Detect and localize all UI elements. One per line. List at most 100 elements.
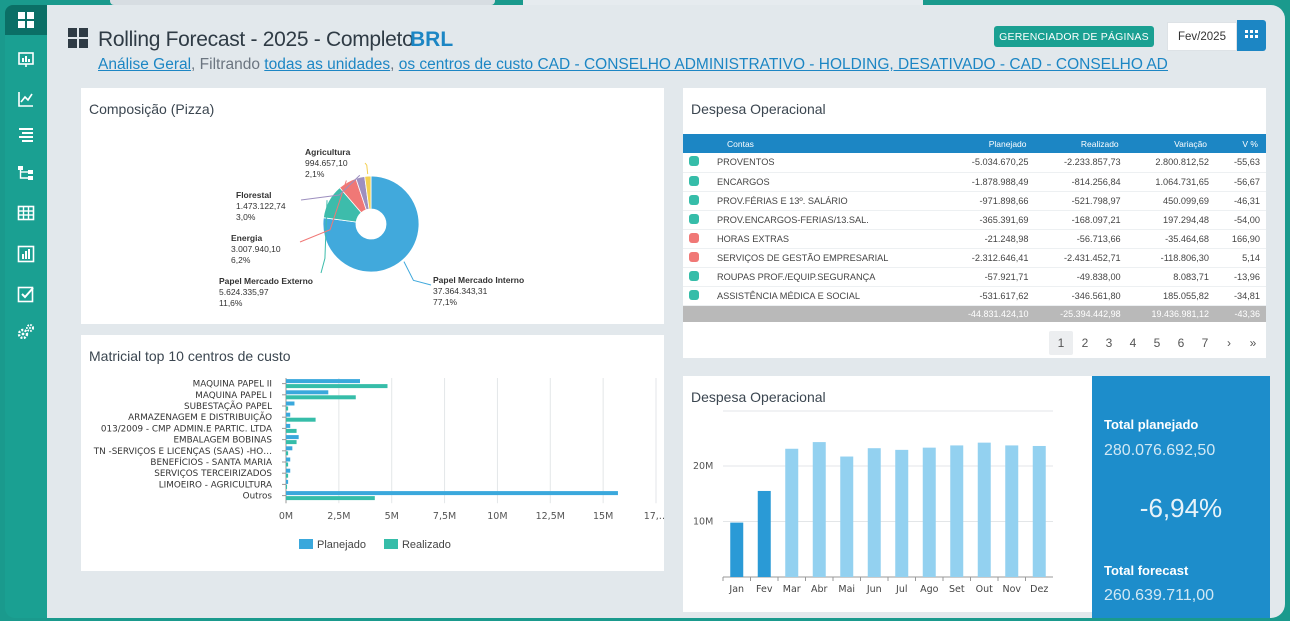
row-variation: -118.806,30 — [1160, 252, 1210, 263]
page-4[interactable]: 4 — [1129, 336, 1137, 350]
page-1[interactable]: 1 — [1049, 331, 1073, 355]
col-planejado[interactable]: Planejado — [988, 138, 1027, 149]
pie-label-papel-interno: Papel Mercado Interno 37.364.343,31 77,1% — [433, 275, 525, 307]
row-color-dot — [683, 191, 717, 210]
next-page-button[interactable]: › — [1227, 336, 1231, 350]
legend-actual[interactable]: Realizado — [383, 539, 451, 551]
period-selector[interactable]: Fev/2025 — [1167, 22, 1237, 51]
pie-leader-line — [403, 261, 432, 286]
row-variation: 185.055,82 — [1163, 290, 1210, 301]
category-label: ARMAZENAGEM E DISTRIBUIÇÃO — [128, 412, 272, 423]
page-2[interactable]: 2 — [1081, 336, 1089, 350]
pie-chart-panel: Composição (Pizza) Agricultura 994.657,10… — [81, 88, 664, 324]
line-chart-icon — [18, 92, 33, 107]
expense-column-title: Despesa Operacional — [691, 389, 826, 405]
page-manager-button[interactable]: GERENCIADOR DE PÁGINAS — [994, 26, 1154, 47]
status-dot — [689, 232, 699, 243]
total-forecast-label: Total forecast — [1104, 563, 1189, 578]
main-content: Rolling Forecast - 2025 - Completo BRL A… — [47, 5, 1285, 618]
status-dot — [689, 213, 699, 224]
pie-label-florestal: Florestal 1.473.122,74 3,0% — [236, 190, 286, 222]
col-contas[interactable]: Contas — [727, 138, 754, 149]
row-variation: -35.464,68 — [1165, 233, 1210, 244]
row-account: PROV.FÉRIAS E 13º. SALÁRIO — [717, 195, 848, 206]
bar-actual — [286, 440, 297, 445]
row-actual: -168.097,21 — [1071, 214, 1121, 225]
row-account: PROVENTOS — [717, 157, 775, 168]
bar-planned — [286, 446, 293, 451]
matrix-legend: Planejado Realizado — [299, 539, 451, 551]
bar-planned — [286, 491, 618, 496]
sidebar-item-table[interactable] — [5, 198, 47, 228]
month-label: Jan — [728, 584, 744, 595]
table-row[interactable]: ROUPAS PROF./EQUIP.SEGURANÇA -57.921,71 -4… — [683, 267, 1266, 286]
x-tick-label: 5M — [385, 511, 399, 522]
col-realizado[interactable]: Realizado — [1080, 138, 1119, 149]
pie-leader-line — [364, 162, 369, 175]
table-row[interactable]: SERVIÇOS DE GESTÃO EMPRESARIAL -2.312.646… — [683, 248, 1266, 267]
col-vpct[interactable]: V % — [1242, 138, 1258, 149]
bar-planned — [286, 468, 291, 473]
bar-planned — [286, 479, 289, 484]
col-variacao[interactable]: Variação — [1174, 138, 1208, 149]
page-7[interactable]: 7 — [1201, 336, 1209, 350]
row-actual: -56.713,66 — [1076, 233, 1121, 244]
table-row[interactable]: ASSISTÊNCIA MÉDICA E SOCIAL -531.617,62 -3… — [683, 286, 1266, 305]
tab-strip-left[interactable] — [110, 0, 495, 5]
sidebar-item-bar-report[interactable] — [5, 239, 47, 269]
pie-label-papel-externo: Papel Mercado Externo 5.624.335,97 11,6% — [219, 276, 314, 308]
row-color-dot — [683, 172, 717, 191]
last-page-button[interactable]: » — [1249, 336, 1257, 350]
pie-title: Composição (Pizza) — [89, 101, 215, 117]
table-row[interactable]: PROV.FÉRIAS E 13º. SALÁRIO -971.898,66 -52… — [683, 191, 1266, 210]
sidebar-item-settings[interactable] — [5, 317, 47, 347]
dashboard-title-icon — [68, 28, 88, 48]
filter-text: Filtrando — [195, 56, 265, 73]
table-row[interactable]: HORAS EXTRAS -21.248,98 -56.713,66 -35.464,… — [683, 229, 1266, 248]
row-pct: 5,14 — [1242, 252, 1260, 263]
bar-planned — [286, 457, 291, 462]
sidebar-item-dashboard[interactable] — [5, 5, 47, 35]
row-planned: -2.312.646,41 — [971, 252, 1029, 263]
page-6[interactable]: 6 — [1177, 336, 1185, 350]
row-planned: -531.617,62 — [979, 290, 1029, 301]
column-bar — [812, 442, 826, 577]
page-3[interactable]: 3 — [1105, 336, 1113, 350]
bar-planned — [286, 390, 329, 395]
category-label: MAQUINA PAPEL I — [195, 391, 272, 401]
grid-icon — [1245, 30, 1258, 38]
totals-panel: Total planejado 280.076.692,50 -6,94% To… — [1092, 376, 1270, 618]
bar-actual — [286, 462, 289, 467]
status-dot — [689, 289, 699, 300]
bar-actual — [286, 451, 289, 456]
table-row[interactable]: PROV.ENCARGOS-FERIAS/13.SAL. -365.391,69 -… — [683, 210, 1266, 229]
legend-planned[interactable]: Planejado — [299, 539, 366, 551]
table-header: Contas Planejado Realizado Variação V % — [683, 134, 1266, 153]
pagination: 1 2 3 4 5 6 7 › » — [1049, 331, 1265, 355]
matrix-bar-chart: 0M 2,5M 5M 7,5M 10M 12,5M 15M 17,… MAQUINA PAPEL… — [93, 378, 664, 522]
table-row[interactable]: ENCARGOS -1.878.988,49 -814.256,84 1.064.73… — [683, 172, 1266, 191]
sidebar-item-hierarchy[interactable] — [5, 158, 47, 188]
total-actual: -25.394.442,98 — [1060, 308, 1121, 319]
x-tick-label: 10M — [487, 511, 507, 522]
filter-link-cost-centers[interactable]: os centros de custo CAD - CONSELHO ADMIN… — [398, 56, 1168, 73]
sidebar-item-checkbox[interactable] — [5, 279, 47, 309]
matrix-chart-panel: Matricial top 10 centros de custo 0M 2,5M… — [81, 335, 664, 571]
tab-strip-right[interactable] — [523, 0, 923, 5]
table-row[interactable]: PROVENTOS -5.034.670,25 -2.233.857,73 2.800… — [683, 153, 1266, 172]
column-bar — [950, 445, 964, 577]
category-label: Outros — [243, 492, 273, 502]
period-calendar-button[interactable] — [1237, 20, 1266, 51]
filter-link-analysis[interactable]: Análise Geral — [98, 56, 192, 73]
month-label: Dez — [1030, 584, 1048, 595]
sidebar-item-presentation[interactable] — [5, 45, 47, 75]
page-5[interactable]: 5 — [1153, 336, 1161, 350]
month-label: Out — [976, 584, 993, 595]
filter-link-units[interactable]: todas as unidades — [264, 56, 391, 73]
sidebar-item-line-chart[interactable] — [5, 84, 47, 114]
status-dot — [689, 251, 699, 262]
category-label: MAQUINA PAPEL II — [193, 380, 272, 390]
column-bar — [977, 442, 991, 577]
sidebar-item-list[interactable] — [5, 119, 47, 149]
row-actual: -346.561,80 — [1071, 290, 1121, 301]
